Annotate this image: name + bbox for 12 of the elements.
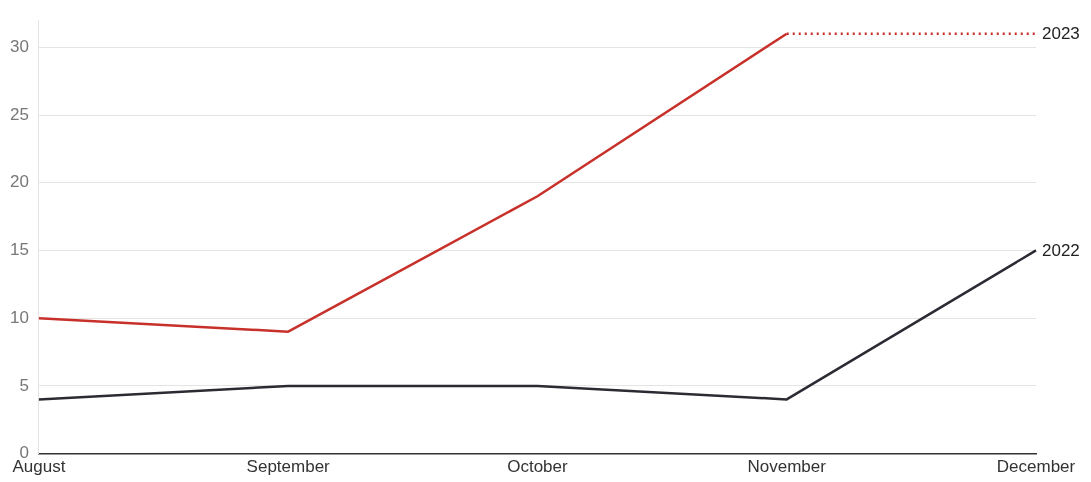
y-tick-label: 20 (9, 172, 29, 192)
y-tick-label: 10 (9, 307, 29, 327)
x-tick-label: October (507, 457, 569, 477)
y-tick-label: 5 (19, 375, 29, 395)
x-tick-label: December (996, 457, 1076, 477)
text: 2023 (1042, 24, 1080, 44)
y-tick-label: 25 (9, 104, 29, 124)
y-tick-label: 30 (9, 36, 29, 56)
y-tick-label: 15 (9, 240, 29, 260)
x-tick-label: November (747, 457, 827, 477)
x-tick-label: September (246, 457, 331, 477)
series-label: 2022 (1042, 241, 1080, 261)
